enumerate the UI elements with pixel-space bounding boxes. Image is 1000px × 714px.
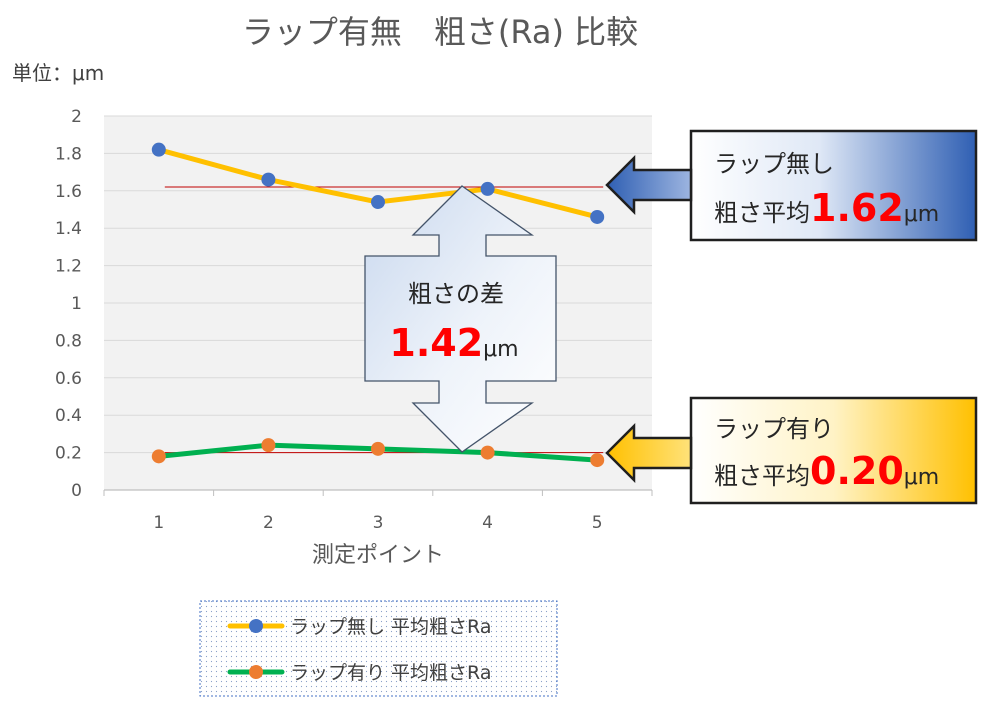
data-point-1 [261, 172, 276, 187]
y-tick-label: 0.4 [55, 406, 82, 426]
callout-without-unit: μm [904, 202, 939, 227]
callout-without-prefix: 粗さ平均 [714, 199, 810, 227]
x-tick-label: 5 [592, 513, 603, 533]
data-point-2 [151, 449, 166, 464]
callout-without-arrow [605, 154, 693, 216]
average-lines [164, 186, 604, 454]
x-tick-label: 2 [263, 513, 274, 533]
x-tick-label: 3 [373, 513, 384, 533]
data-point-2 [590, 453, 605, 468]
y-tick-label: 2 [71, 107, 82, 127]
data-point-1 [590, 209, 605, 224]
y-tick-label: 1 [71, 294, 82, 314]
difference-arrow [364, 185, 557, 453]
difference-value-line: 1.42μm [389, 321, 518, 365]
y-tick-label: 1.2 [55, 257, 82, 277]
callout-with-arrow [605, 422, 693, 484]
callout-with-unit: μm [904, 465, 939, 490]
legend-box [199, 600, 558, 697]
callout-without-box [689, 129, 978, 242]
callout-with-value-line: 粗さ平均0.20μm [714, 449, 939, 493]
y-tick-label: 0.8 [55, 331, 82, 351]
y-tick-label: 0 [71, 481, 82, 501]
data-point-1 [371, 195, 385, 210]
series-lines [151, 142, 605, 468]
data-point-2 [480, 445, 495, 460]
legend-label-2: ラップ有り 平均粗さRa [290, 662, 491, 684]
y-tick-label: 0.6 [55, 369, 82, 389]
legend: ラップ無し 平均粗さRa ラップ有り 平均粗さRa [199, 600, 558, 697]
y-axis-ticks: 0 0.2 0.4 0.6 0.8 1 1.2 1.4 1.6 1.8 2 [55, 107, 82, 501]
difference-callout: 粗さの差 1.42μm [364, 185, 557, 453]
x-axis-label: 測定ポイント [312, 543, 444, 568]
y-tick-label: 1.4 [55, 219, 82, 239]
x-tick-label: 1 [153, 513, 164, 533]
callout-with-lap: ラップ有り 粗さ平均0.20μm [605, 396, 978, 505]
data-point-1 [151, 142, 166, 157]
chart-title: ラップ有無 粗さ(Ra) 比較 [242, 13, 638, 51]
unit-label: 単位：μm [12, 61, 104, 85]
callout-without-value: 1.62 [810, 186, 904, 230]
y-tick-label: 1.6 [55, 182, 82, 202]
difference-unit: μm [483, 337, 518, 362]
callout-with-value: 0.20 [810, 449, 904, 493]
legend-marker-2 [249, 665, 263, 679]
difference-value: 1.42 [389, 321, 483, 365]
y-tick-label: 1.8 [55, 144, 82, 164]
callout-with-prefix: 粗さ平均 [714, 462, 810, 490]
callout-without-title: ラップ無し [714, 150, 834, 178]
callout-without-value-line: 粗さ平均1.62μm [714, 186, 939, 230]
difference-label: 粗さの差 [408, 280, 504, 308]
y-tick-label: 0.2 [55, 444, 82, 464]
callout-with-title: ラップ有り [714, 415, 834, 443]
x-tick-label: 4 [482, 513, 493, 533]
legend-label-1: ラップ無し 平均粗さRa [290, 616, 491, 638]
data-point-1 [480, 181, 495, 196]
data-point-2 [261, 438, 276, 453]
legend-marker-1 [249, 619, 263, 633]
data-point-2 [371, 441, 385, 456]
callout-without-lap: ラップ無し 粗さ平均1.62μm [605, 129, 978, 242]
x-axis: 1 2 3 4 5 [103, 489, 653, 533]
